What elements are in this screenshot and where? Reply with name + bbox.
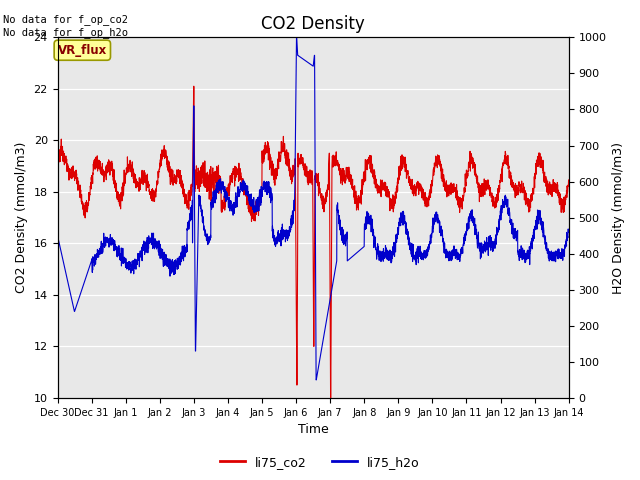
Y-axis label: H2O Density (mmol/m3): H2O Density (mmol/m3) [612,142,625,294]
Y-axis label: CO2 Density (mmol/m3): CO2 Density (mmol/m3) [15,142,28,293]
Title: CO2 Density: CO2 Density [261,15,365,33]
X-axis label: Time: Time [298,423,328,436]
Text: No data for f_op_co2
No data for f_op_h2o: No data for f_op_co2 No data for f_op_h2… [3,14,128,38]
Text: VR_flux: VR_flux [58,44,107,57]
Legend: li75_co2, li75_h2o: li75_co2, li75_h2o [215,451,425,474]
